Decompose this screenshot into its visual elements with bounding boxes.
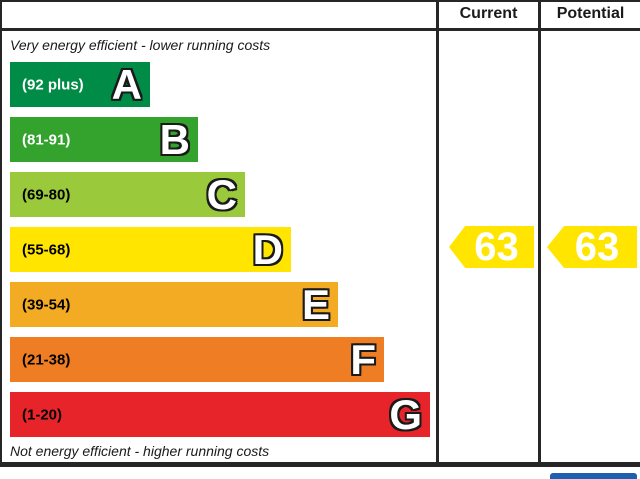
band-c-range-label: (69-80) (22, 186, 71, 203)
band-e-bar: (39-54) E (10, 282, 338, 327)
table-border-top (0, 0, 640, 2)
band-f-bar: (21-38) F (10, 337, 384, 382)
potential-column-divider (538, 0, 541, 467)
current-rating-arrow: 63 (449, 226, 534, 268)
potential-rating-value: 63 (574, 225, 620, 269)
table-border-bottom (0, 462, 640, 467)
current-column-divider (436, 0, 439, 467)
band-g-letter: G (389, 390, 422, 438)
band-d-bar: (55-68) D (10, 227, 291, 272)
band-c-letter: C (206, 170, 237, 218)
table-border-left (0, 0, 2, 467)
band-a-letter: A (111, 60, 142, 108)
band-b-letter: B (159, 115, 190, 163)
band-d-letter: D (252, 225, 283, 273)
band-e-range-label: (39-54) (22, 296, 71, 313)
band-a-bar: (92 plus) A (10, 62, 150, 107)
band-a-range-label: (92 plus) (22, 76, 84, 93)
potential-rating-arrow: 63 (547, 226, 637, 268)
bottom-caption: Not energy efficient - higher running co… (10, 443, 270, 459)
band-b-bar: (81-91) B (10, 117, 198, 162)
current-column-header: Current (459, 5, 518, 22)
current-rating-value: 63 (474, 225, 519, 269)
band-f-range-label: (21-38) (22, 351, 71, 368)
top-caption: Very energy efficient - lower running co… (10, 37, 271, 53)
header-divider-line (0, 28, 640, 31)
band-c-bar: (69-80) C (10, 172, 245, 217)
band-g-range-label: (1-20) (22, 406, 63, 423)
band-f-letter: F (350, 335, 376, 383)
band-g-bar: (1-20) G (10, 392, 430, 437)
band-e-letter: E (301, 280, 330, 328)
potential-column-header: Potential (556, 5, 625, 22)
band-d-range-label: (55-68) (22, 241, 71, 258)
eu-directive-box-partial (550, 473, 637, 479)
band-b-range-label: (81-91) (22, 131, 71, 148)
